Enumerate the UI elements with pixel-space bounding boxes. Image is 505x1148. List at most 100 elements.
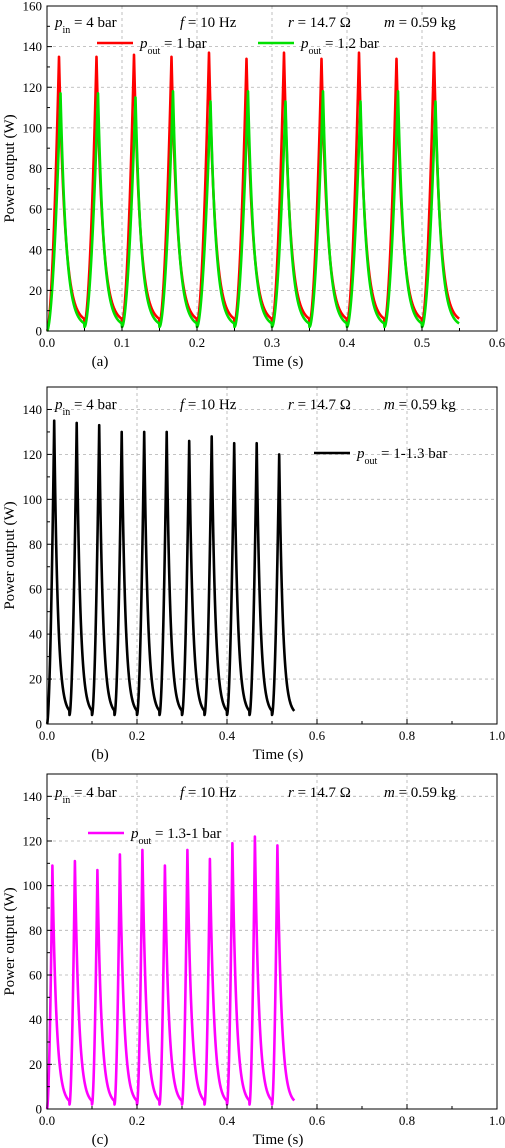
annotation-mass-value: = 0.59 kg bbox=[395, 397, 456, 413]
annotation-pin-subscript: in bbox=[63, 795, 71, 806]
y-tick-label: 140 bbox=[23, 789, 43, 804]
x-tick-label: 0.0 bbox=[39, 1113, 55, 1128]
annotation-res: r = 14.7 Ω bbox=[288, 785, 351, 801]
x-tick-label: 0.6 bbox=[309, 728, 326, 743]
annotation-pin-value: = 4 bar bbox=[70, 15, 116, 31]
x-tick-label: 0.2 bbox=[129, 728, 145, 743]
y-axis-title: Power output (W) bbox=[2, 114, 18, 222]
y-tick-label: 40 bbox=[29, 1012, 42, 1027]
y-tick-label: 120 bbox=[23, 447, 43, 462]
x-tick-label: 0.1 bbox=[114, 335, 130, 350]
x-tick-label: 0.8 bbox=[399, 1113, 415, 1128]
annotation-mass: m = 0.59 kg bbox=[384, 397, 456, 413]
legend-label: pout = 1-1.3 bar bbox=[356, 446, 447, 467]
y-axis-title: Power output (W) bbox=[2, 887, 18, 995]
y-tick-label: 60 bbox=[29, 202, 42, 217]
x-tick-label: 0.6 bbox=[309, 1113, 326, 1128]
y-tick-label: 60 bbox=[29, 968, 42, 983]
annotation-mass-value: = 0.59 kg bbox=[395, 15, 456, 31]
legend-label-symbol: p bbox=[300, 36, 309, 52]
legend-entry: pout = 1.3-1 bar bbox=[88, 826, 221, 847]
annotation-pin: pin = 4 bar bbox=[54, 15, 117, 36]
annotation-freq-value: = 10 Hz bbox=[184, 397, 237, 413]
x-tick-label: 0.4 bbox=[219, 1113, 236, 1128]
annotation-freq-symbol: f bbox=[180, 397, 186, 413]
y-axis: 0 20 40 60 80 100 120 140 bbox=[23, 402, 52, 732]
annotation-res-value: = 14.7 Ω bbox=[294, 785, 351, 801]
legend-label-value: = 1-1.3 bar bbox=[377, 446, 447, 462]
x-tick-label: 0.8 bbox=[399, 728, 415, 743]
series-line-1-2-bar bbox=[46, 90, 461, 332]
annotation-freq-symbol: f bbox=[180, 15, 186, 31]
y-tick-label: 60 bbox=[29, 582, 42, 597]
annotation-freq-value: = 10 Hz bbox=[184, 15, 237, 31]
annotation-pin-symbol: p bbox=[54, 397, 63, 413]
series-line-1-1-3-bar bbox=[45, 419, 296, 725]
legend-label-value: = 1.3-1 bar bbox=[151, 826, 221, 842]
legend-label: pout = 1.3-1 bar bbox=[130, 826, 221, 847]
legend-label-subscript: out bbox=[139, 836, 152, 847]
y-axis: 0 20 40 60 80 100 120 140 160 bbox=[23, 0, 52, 339]
annotation-freq: f = 10 Hz bbox=[180, 15, 237, 31]
annotation-mass: m = 0.59 kg bbox=[384, 785, 456, 801]
annotation-pin-symbol: p bbox=[54, 15, 63, 31]
x-axis-title: Time (s) bbox=[253, 747, 304, 763]
annotation-freq-value: = 10 Hz bbox=[184, 785, 237, 801]
legend-label: pout = 1.2 bar bbox=[300, 36, 379, 57]
annotation-pin-symbol: p bbox=[54, 785, 63, 801]
annotation-res-value: = 14.7 Ω bbox=[294, 15, 351, 31]
legend-label-symbol: p bbox=[139, 36, 148, 52]
y-tick-label: 160 bbox=[23, 0, 43, 14]
annotation-res: r = 14.7 Ω bbox=[288, 397, 351, 413]
annotation-res-symbol: r bbox=[288, 397, 294, 413]
y-tick-label: 100 bbox=[23, 878, 43, 893]
y-tick-label: 0 bbox=[36, 1102, 43, 1117]
x-axis: 0.0 0.2 0.4 0.6 0.8 1.0 bbox=[39, 1104, 505, 1128]
y-tick-label: 140 bbox=[23, 39, 43, 54]
y-tick-label: 80 bbox=[29, 161, 42, 176]
legend-label-symbol: p bbox=[356, 446, 365, 462]
x-axis-title: Time (s) bbox=[253, 1132, 304, 1148]
y-tick-label: 40 bbox=[29, 627, 42, 642]
annotation-freq: f = 10 Hz bbox=[180, 785, 237, 801]
series-line-1-3-1-bar bbox=[45, 835, 296, 1110]
x-tick-label: 1.0 bbox=[489, 1113, 505, 1128]
y-tick-label: 0 bbox=[36, 324, 43, 339]
x-tick-label: 0.6 bbox=[489, 335, 505, 350]
y-tick-label: 20 bbox=[29, 672, 42, 687]
y-tick-label: 120 bbox=[23, 834, 43, 849]
grid bbox=[47, 774, 497, 1109]
annotation-pin-value: = 4 bar bbox=[70, 785, 116, 801]
x-tick-label: 0.5 bbox=[414, 335, 430, 350]
annotation-pin: pin = 4 bar bbox=[54, 785, 117, 806]
y-tick-label: 0 bbox=[36, 717, 43, 732]
chart-panel-c: 0.0 0.2 0.4 0.6 0.8 1.0 0 20 40 60 80 100 120 140 Time… bbox=[2, 773, 505, 1148]
chart-panel-a: 0.0 0.1 0.2 0.3 0.4 0.5 0.6 0 20 40 60 80 100 120 140 1… bbox=[2, 0, 505, 370]
legend-label-subscript: out bbox=[148, 46, 161, 57]
annotation-mass-symbol: m bbox=[384, 397, 395, 413]
plot-frame bbox=[46, 773, 498, 1110]
y-tick-label: 100 bbox=[23, 492, 43, 507]
annotation-mass: m = 0.59 kg bbox=[384, 15, 456, 31]
x-tick-label: 0.3 bbox=[264, 335, 280, 350]
y-axis-title: Power output (W) bbox=[2, 501, 18, 609]
x-tick-label: 0.4 bbox=[339, 335, 356, 350]
y-tick-label: 40 bbox=[29, 242, 42, 257]
x-tick-label: 1.0 bbox=[489, 728, 505, 743]
legend-label-subscript: out bbox=[309, 46, 322, 57]
x-tick-label: 0.0 bbox=[39, 335, 55, 350]
y-tick-label: 80 bbox=[29, 537, 42, 552]
legend-entry: pout = 1 bar bbox=[97, 36, 207, 57]
x-tick-label: 0.0 bbox=[39, 728, 55, 743]
x-axis: 0.0 0.2 0.4 0.6 0.8 1.0 bbox=[39, 719, 505, 743]
x-tick-label: 0.2 bbox=[189, 335, 205, 350]
panel-label: (c) bbox=[92, 1132, 109, 1148]
legend-entry: pout = 1.2 bar bbox=[258, 36, 379, 57]
x-axis: 0.0 0.1 0.2 0.3 0.4 0.5 0.6 bbox=[39, 326, 505, 350]
annotation-freq-symbol: f bbox=[180, 785, 186, 801]
y-tick-label: 100 bbox=[23, 120, 43, 135]
annotation-pin: pin = 4 bar bbox=[54, 397, 117, 418]
annotation-mass-symbol: m bbox=[384, 15, 395, 31]
annotation-res-symbol: r bbox=[288, 785, 294, 801]
